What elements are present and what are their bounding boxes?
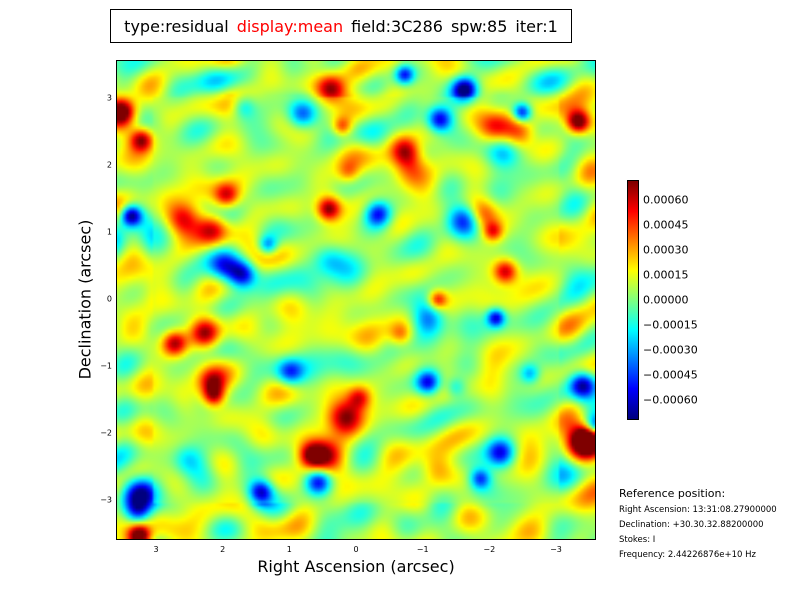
x-tick-label: −1 <box>416 545 429 554</box>
title-field: field:3C286 <box>351 16 443 36</box>
colorbar-tick-label: −0.00030 <box>643 343 698 357</box>
colorbar-tick-label: 0.00000 <box>643 293 689 307</box>
colorbar <box>627 180 639 420</box>
title-spw: spw:85 <box>450 16 508 36</box>
colorbar-tick-label: 0.00060 <box>643 193 689 207</box>
title-display: display:mean <box>236 16 344 36</box>
x-tick-label: −3 <box>550 545 562 554</box>
y-tick-label: 2 <box>106 160 112 170</box>
colorbar-tick-label: −0.00060 <box>643 393 698 407</box>
y-axis-label: Declination (arcsec) <box>75 219 95 380</box>
x-tick-label: −2 <box>483 545 496 554</box>
x-axis-label: Right Ascension (arcsec) <box>257 557 455 576</box>
y-tick-label: 3 <box>106 93 112 103</box>
residual-image <box>117 61 595 539</box>
reference-dec: Declination: +30.30.32.88200000 <box>619 520 764 530</box>
colorbar-tick-label: 0.00030 <box>643 243 689 257</box>
x-tick-label: 1 <box>286 545 292 554</box>
heatmap-plot-area[interactable] <box>116 60 596 540</box>
colorbar-tick-label: −0.00045 <box>643 368 698 382</box>
reference-position-panel: Reference position: Right Ascension: 13:… <box>619 485 777 563</box>
y-tick-label: −3 <box>100 495 112 505</box>
y-tick-label: 0 <box>106 294 112 304</box>
reference-ra: Right Ascension: 13:31:08.27900000 <box>619 505 777 515</box>
y-tick-label: −2 <box>100 428 112 438</box>
reference-frequency: Frequency: 2.44226876e+10 Hz <box>619 550 756 560</box>
colorbar-tick-label: 0.00045 <box>643 218 689 232</box>
colorbar-tick-label: 0.00015 <box>643 268 689 282</box>
x-tick-label: 3 <box>153 545 159 554</box>
plot-title: type:residual display:mean field:3C286 s… <box>110 9 572 43</box>
reference-stokes: Stokes: I <box>619 535 656 545</box>
x-tick-label: 2 <box>220 545 226 554</box>
y-tick-label: −1 <box>100 361 112 371</box>
colorbar-tick-label: −0.00015 <box>643 318 698 332</box>
y-tick-label: 1 <box>106 227 112 237</box>
title-type: type:residual <box>124 16 229 36</box>
title-iter: iter:1 <box>515 16 558 36</box>
x-tick-label: 0 <box>353 545 359 554</box>
reference-heading: Reference position: <box>619 487 726 500</box>
